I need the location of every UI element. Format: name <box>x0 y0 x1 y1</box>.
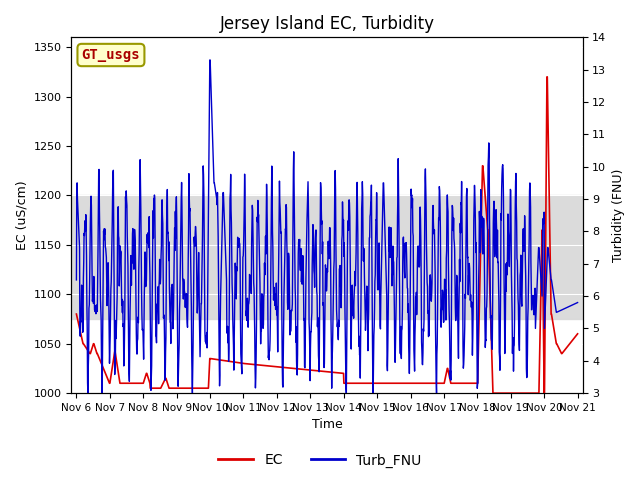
Title: Jersey Island EC, Turbidity: Jersey Island EC, Turbidity <box>220 15 435 33</box>
Text: GT_usgs: GT_usgs <box>82 48 140 62</box>
X-axis label: Time: Time <box>312 419 342 432</box>
Bar <box>72 195 582 319</box>
Legend: EC, Turb_FNU: EC, Turb_FNU <box>213 448 427 473</box>
Y-axis label: Turbidity (FNU): Turbidity (FNU) <box>612 168 625 262</box>
Y-axis label: EC (uS/cm): EC (uS/cm) <box>15 180 28 250</box>
